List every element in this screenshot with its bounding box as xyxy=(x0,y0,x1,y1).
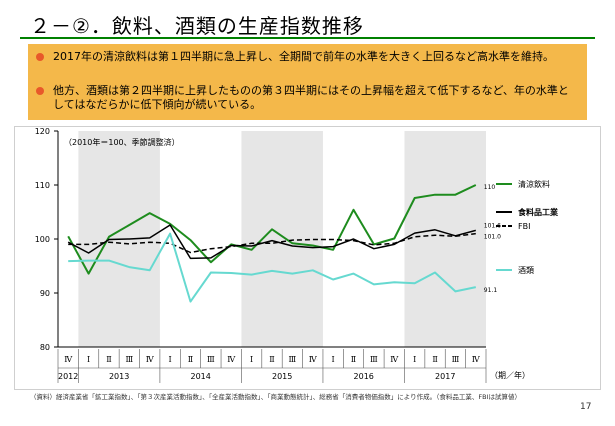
legend-label: FBI xyxy=(518,222,530,231)
legend-label: 酒類 xyxy=(518,265,534,275)
x-tick-label: Ⅲ xyxy=(289,355,297,364)
x-tick-label: Ⅲ xyxy=(207,355,215,364)
year-label: 2012 xyxy=(58,372,78,381)
x-tick-label: Ⅱ xyxy=(188,355,193,364)
end-value-label: 110 xyxy=(484,184,496,191)
x-tick-label: Ⅱ xyxy=(432,355,437,364)
series-line xyxy=(67,224,476,260)
y-tick-label: 90 xyxy=(40,289,50,298)
x-tick-label: Ⅲ xyxy=(370,355,378,364)
page-number: 17 xyxy=(580,402,592,412)
x-tick-label: Ⅳ xyxy=(146,355,155,364)
series-line xyxy=(68,232,476,254)
x-tick-label: Ⅳ xyxy=(64,355,73,364)
x-tick-label: Ⅱ xyxy=(269,355,274,364)
x-axis-unit: （期／年） xyxy=(490,370,530,380)
x-tick-label: Ⅱ xyxy=(351,355,356,364)
year-shade-band xyxy=(404,131,486,347)
series-line xyxy=(67,184,477,275)
x-tick-label: Ⅳ xyxy=(227,355,236,364)
y-tick-label: 80 xyxy=(40,343,50,352)
legend-label: 食料品工業 xyxy=(518,207,559,217)
x-tick-label: Ⅰ xyxy=(250,355,253,364)
x-tick-label: Ⅱ xyxy=(106,355,111,364)
year-label: 2016 xyxy=(354,372,374,381)
summary-text: 2017年の清涼飲料は第１四半期に急上昇し、全期間で前年の水準を大きく上回るなど… xyxy=(53,50,554,63)
legend-label: 清涼飲料 xyxy=(518,179,550,189)
x-tick-label: Ⅲ xyxy=(452,355,460,364)
year-label: 2015 xyxy=(272,372,292,381)
summary-text: 他方、酒類は第２四半期に上昇したものの第３四半期にはその上昇幅を超えて低下するな… xyxy=(53,84,569,111)
year-label: 2017 xyxy=(435,372,455,381)
year-shade-band xyxy=(241,131,323,347)
x-tick-label: Ⅰ xyxy=(332,355,335,364)
x-tick-label: Ⅰ xyxy=(169,355,172,364)
x-tick-label: Ⅳ xyxy=(309,355,318,364)
x-tick-label: Ⅰ xyxy=(87,355,90,364)
year-label: 2013 xyxy=(109,372,129,381)
source-footnote: （資料）経済産業省「鉱工業指数」、「第３次産業活動指数」、「全産業活動指数」、「… xyxy=(30,393,521,401)
x-tick-label: Ⅳ xyxy=(472,355,481,364)
year-label: 2014 xyxy=(190,372,210,381)
end-value-label: 91.1 xyxy=(484,287,498,294)
chart-frame xyxy=(14,126,601,390)
series-line xyxy=(68,232,477,303)
bullet-icon xyxy=(36,53,44,61)
bullet-icon xyxy=(36,87,44,95)
x-tick-label: Ⅰ xyxy=(413,355,416,364)
page-title: ２－②．飲料、酒類の生産指数推移 xyxy=(30,14,364,38)
y-tick-label: 100 xyxy=(35,235,50,244)
y-tick-label: 120 xyxy=(35,127,50,136)
end-value-label: 101.6 xyxy=(484,222,501,229)
summary-box: 2017年の清涼飲料は第１四半期に急上昇し、全期間で前年の水準を大きく上回るなど… xyxy=(28,44,587,120)
y-tick-label: 110 xyxy=(35,181,50,190)
x-tick-label: Ⅳ xyxy=(390,355,399,364)
chart-note: （2010年＝100、季節調整済） xyxy=(64,137,180,147)
end-value-label: 101.0 xyxy=(484,234,501,241)
title-rule xyxy=(20,37,595,39)
x-tick-label: Ⅲ xyxy=(125,355,133,364)
